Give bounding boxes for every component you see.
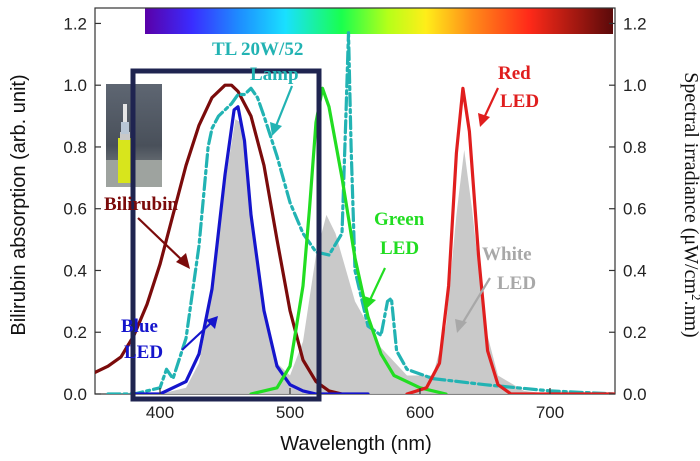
y-right-tick-label: 1.2 (623, 14, 647, 33)
y-axis-right-title-part2: μW/cm (680, 234, 700, 294)
y-left-tick-label: 1.0 (63, 76, 87, 95)
x-tick-label: 600 (406, 403, 434, 422)
y-right-tick-label: 0.2 (623, 323, 647, 342)
white-led-arrow (461, 277, 491, 325)
y-right-tick-label: 0.0 (623, 385, 647, 404)
x-axis-title: Wavelength (nm) (280, 433, 432, 455)
y-left-tick-label: 0.2 (63, 323, 87, 342)
y-right-tick-label: 0.8 (623, 138, 647, 157)
blue-led-arrowhead (206, 316, 218, 329)
y-axis-left-title: Bilirubin absorption (arb. unit) (8, 74, 30, 335)
white-led-arrowhead (455, 319, 467, 333)
series-layer (95, 31, 615, 394)
series-red-led-line (405, 86, 615, 394)
lamp-label-line1: TL 20W/52 (212, 39, 303, 60)
x-tick-label: 500 (276, 403, 304, 422)
green-led-arrow (369, 267, 386, 301)
blue-led-label-line2: LED (124, 342, 163, 363)
bilirubin-arrow (137, 217, 185, 263)
blue-led-label-line1: Blue (121, 316, 158, 337)
series-bilirubin-line (95, 83, 344, 394)
series-green-led-line (249, 86, 448, 394)
y-right-tick-label: 1.0 (623, 76, 647, 95)
series-tl-20w-52-lamp-line (106, 31, 615, 394)
x-tick-label: 700 (536, 403, 564, 422)
red-led-arrowhead (478, 113, 490, 127)
spectrum-bar (145, 8, 613, 34)
white-led-label-line1: White (482, 244, 532, 265)
lamp-arrow (274, 85, 294, 127)
bilirubin-arrowhead (176, 253, 190, 269)
white-led-label-line2: LED (497, 273, 536, 294)
green-led-label-line2: LED (380, 238, 419, 259)
y-axis-right-title-part1: Spectral irradiance ( (680, 72, 700, 234)
green-led-label-line1: Green (374, 209, 425, 230)
series-blue-led-line (132, 105, 370, 394)
bilirubin-label: Bilirubin (104, 194, 178, 215)
ticks-layer: 400 500 600 700 0.0 0.0 0.2 0.2 0.4 0.4 0.6 0.6 0.8 0… (63, 14, 646, 422)
y-left-tick-label: 0.0 (63, 385, 87, 404)
y-right-tick-label: 0.6 (623, 200, 647, 219)
y-left-tick-label: 0.8 (63, 138, 87, 157)
red-led-arrow (483, 87, 499, 119)
y-left-tick-label: 1.2 (63, 14, 87, 33)
red-led-label-line2: LED (500, 91, 539, 112)
y-right-tick-label: 0.4 (623, 261, 647, 280)
lamp-arrowhead (270, 122, 282, 136)
green-led-arrowhead (364, 296, 376, 310)
series-white-led-area (160, 119, 550, 394)
x-tick-label: 400 (146, 403, 174, 422)
blue-led-arrow (181, 321, 213, 351)
annotation-arrows (137, 85, 499, 351)
y-axis-right-title-part3: .nm) (680, 301, 700, 338)
highlight-box (130, 68, 322, 402)
red-led-label-line1: Red (498, 63, 531, 84)
y-axis-right-title-superscript: 2 (690, 294, 700, 301)
lamp-label-line2: Lamp (250, 64, 299, 85)
y-left-tick-label: 0.6 (63, 200, 87, 219)
y-axis-right-title: Spectral irradiance (μW/cm2.nm) (680, 72, 700, 337)
y-left-tick-label: 0.4 (63, 261, 87, 280)
